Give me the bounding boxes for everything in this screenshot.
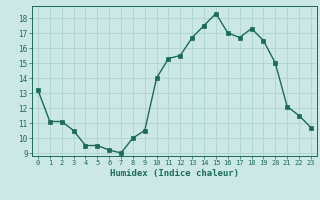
X-axis label: Humidex (Indice chaleur): Humidex (Indice chaleur) [110,169,239,178]
